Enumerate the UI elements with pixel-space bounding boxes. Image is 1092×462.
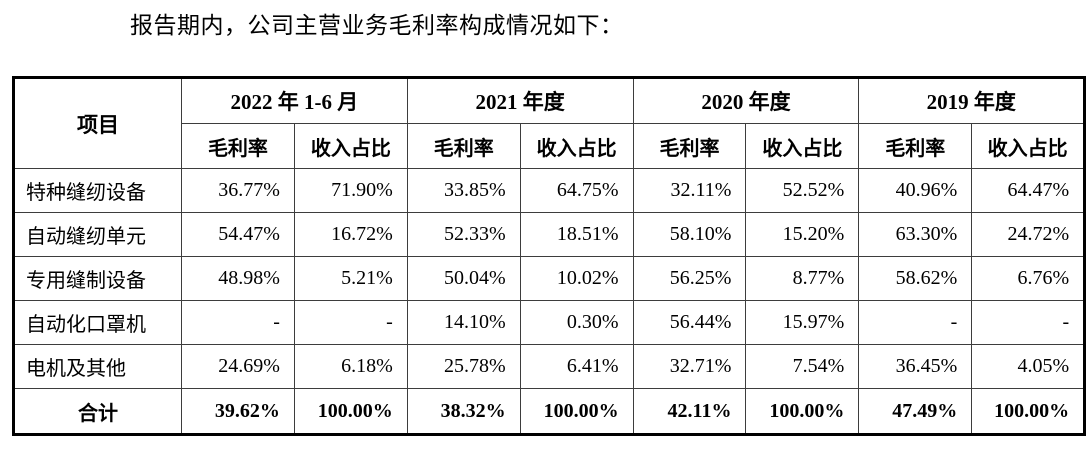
value-cell: 50.04% <box>406 256 521 301</box>
total-value-cell: 42.11% <box>632 388 747 435</box>
table-row: 特种缝纫设备 36.77% 71.90% 33.85% 64.75% 32.11… <box>13 168 1086 213</box>
total-value-cell: 47.49% <box>858 388 973 435</box>
value-cell: 33.85% <box>406 168 521 213</box>
value-cell: 56.25% <box>632 256 747 301</box>
value-cell: 0.30% <box>519 300 634 345</box>
value-cell: 40.96% <box>858 168 973 213</box>
item-cell: 自动化口罩机 <box>13 300 182 345</box>
header-margin-2021: 毛利率 <box>406 123 521 169</box>
value-cell: - <box>293 300 408 345</box>
value-cell: 63.30% <box>858 212 973 257</box>
total-value-cell: 38.32% <box>406 388 521 435</box>
table-row: 专用缝制设备 48.98% 5.21% 50.04% 10.02% 56.25%… <box>13 256 1086 301</box>
value-cell: 54.47% <box>181 212 295 257</box>
table-body: 特种缝纫设备 36.77% 71.90% 33.85% 64.75% 32.11… <box>13 168 1086 435</box>
item-cell: 专用缝制设备 <box>13 256 182 301</box>
table-header: 项目 2022 年 1-6 月 2021 年度 2020 年度 2019 年度 … <box>13 77 1086 169</box>
header-share-2020: 收入占比 <box>745 123 860 169</box>
header-margin-2019: 毛利率 <box>858 123 973 169</box>
gross-margin-table: 项目 2022 年 1-6 月 2021 年度 2020 年度 2019 年度 … <box>12 76 1087 436</box>
value-cell: 6.76% <box>971 256 1086 301</box>
value-cell: 18.51% <box>519 212 634 257</box>
total-value-cell: 100.00% <box>519 388 634 435</box>
value-cell: 6.41% <box>519 344 634 389</box>
value-cell: 64.47% <box>971 168 1086 213</box>
total-value-cell: 100.00% <box>971 388 1086 435</box>
value-cell: 58.10% <box>632 212 747 257</box>
table-row: 电机及其他 24.69% 6.18% 25.78% 6.41% 32.71% 7… <box>13 344 1086 389</box>
value-cell: 25.78% <box>406 344 521 389</box>
value-cell: 56.44% <box>632 300 747 345</box>
value-cell: - <box>181 300 295 345</box>
header-period-2020: 2020 年度 <box>632 77 860 124</box>
value-cell: 52.52% <box>745 168 860 213</box>
value-cell: 36.77% <box>181 168 295 213</box>
value-cell: 32.71% <box>632 344 747 389</box>
header-row-metrics: 毛利率 收入占比 毛利率 收入占比 毛利率 收入占比 毛利率 收入占比 <box>14 123 1086 169</box>
value-cell: 36.45% <box>858 344 973 389</box>
header-share-2019: 收入占比 <box>971 123 1086 169</box>
value-cell: 58.62% <box>858 256 973 301</box>
item-cell: 特种缝纫设备 <box>13 168 182 213</box>
total-value-cell: 39.62% <box>181 388 295 435</box>
header-margin-2020: 毛利率 <box>632 123 747 169</box>
header-period-2019: 2019 年度 <box>858 77 1086 124</box>
value-cell: 24.72% <box>971 212 1086 257</box>
value-cell: 16.72% <box>293 212 408 257</box>
value-cell: 15.20% <box>745 212 860 257</box>
table-row: 自动化口罩机 - - 14.10% 0.30% 56.44% 15.97% - … <box>13 300 1086 345</box>
value-cell: 14.10% <box>406 300 521 345</box>
header-period-2022: 2022 年 1-6 月 <box>181 77 408 124</box>
value-cell: 8.77% <box>745 256 860 301</box>
value-cell: 10.02% <box>519 256 634 301</box>
value-cell: 64.75% <box>519 168 634 213</box>
value-cell: - <box>971 300 1086 345</box>
item-cell: 电机及其他 <box>13 344 182 389</box>
total-label-cell: 合计 <box>13 388 182 435</box>
header-share-2021: 收入占比 <box>519 123 634 169</box>
total-value-cell: 100.00% <box>745 388 860 435</box>
value-cell: 52.33% <box>406 212 521 257</box>
value-cell: 24.69% <box>181 344 295 389</box>
value-cell: - <box>858 300 973 345</box>
item-cell: 自动缝纫单元 <box>13 212 182 257</box>
header-period-2021: 2021 年度 <box>406 77 634 124</box>
value-cell: 6.18% <box>293 344 408 389</box>
value-cell: 48.98% <box>181 256 295 301</box>
value-cell: 71.90% <box>293 168 408 213</box>
intro-paragraph: 报告期内，公司主营业务毛利率构成情况如下： <box>130 13 624 38</box>
header-share-2022: 收入占比 <box>293 123 408 169</box>
header-row-periods: 项目 2022 年 1-6 月 2021 年度 2020 年度 2019 年度 <box>13 77 1086 169</box>
value-cell: 7.54% <box>745 344 860 389</box>
header-margin-2022: 毛利率 <box>181 123 295 169</box>
value-cell: 15.97% <box>745 300 860 345</box>
header-item: 项目 <box>13 77 182 169</box>
table-row: 自动缝纫单元 54.47% 16.72% 52.33% 18.51% 58.10… <box>13 212 1086 257</box>
value-cell: 4.05% <box>971 344 1086 389</box>
value-cell: 5.21% <box>293 256 408 301</box>
total-value-cell: 100.00% <box>293 388 408 435</box>
table-total-row: 合计 39.62% 100.00% 38.32% 100.00% 42.11% … <box>13 388 1086 435</box>
value-cell: 32.11% <box>632 168 747 213</box>
